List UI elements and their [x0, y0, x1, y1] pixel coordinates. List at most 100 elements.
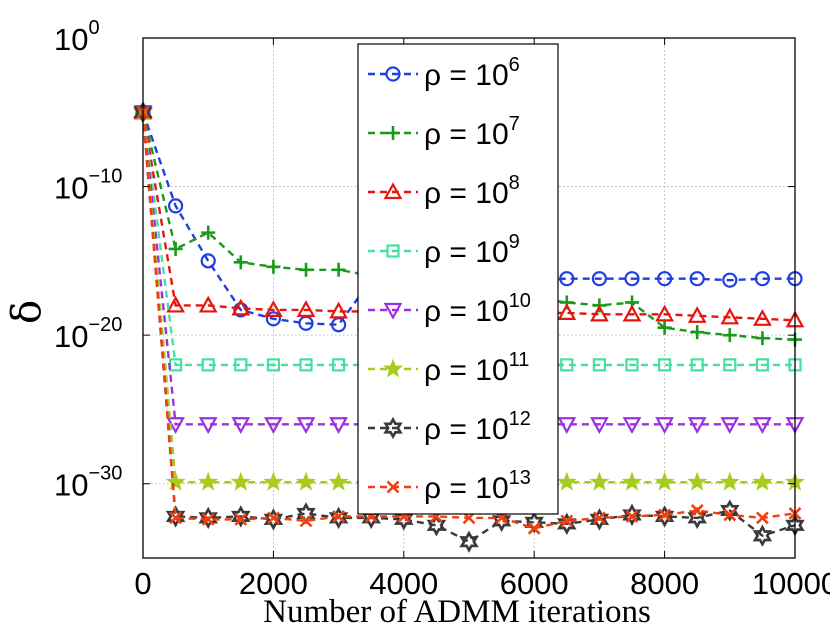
data-point [654, 505, 675, 528]
data-point [656, 271, 673, 287]
data-point [690, 358, 704, 372]
data-point [560, 514, 574, 528]
data-point [231, 417, 251, 435]
data-point [657, 358, 672, 372]
legend-marker [383, 302, 403, 320]
data-point [719, 471, 740, 491]
data-point [296, 417, 316, 435]
legend-label: ρ = 1013 [424, 467, 531, 505]
data-point [266, 511, 280, 525]
legend-marker [383, 358, 403, 378]
data-point [296, 471, 316, 491]
data-point [556, 471, 577, 491]
y-tick-label: 10−30 [54, 463, 122, 503]
data-point [755, 511, 769, 525]
series-line [141, 112, 796, 341]
data-point [234, 358, 248, 372]
data-point [657, 320, 672, 335]
data-point [165, 471, 186, 491]
data-point [690, 504, 704, 517]
series-line [141, 112, 795, 426]
legend-marker [385, 66, 401, 82]
data-point [332, 509, 346, 523]
data-point [557, 417, 577, 435]
data-point [329, 417, 348, 435]
legend-label: ρ = 1011 [424, 349, 529, 387]
x-tick-label: 4000 [369, 566, 438, 601]
legend-label: ρ = 109 [424, 231, 520, 269]
data-point [755, 358, 770, 372]
data-point [722, 328, 737, 343]
legend: ρ = 106 ρ = 107 ρ = 108 ρ = 109 ρ = 1010 ρ = … [357, 43, 559, 515]
data-point [625, 509, 639, 523]
data-point [331, 262, 346, 277]
data-point [723, 508, 737, 522]
legend-entry: ρ = 109 [368, 231, 520, 269]
data-point [622, 417, 642, 435]
data-point [299, 262, 313, 277]
data-point [720, 417, 740, 435]
data-point [622, 304, 642, 322]
data-point [166, 417, 185, 435]
data-point [559, 271, 575, 287]
data-point [200, 253, 216, 269]
legend-marker [386, 244, 400, 258]
data-point [201, 358, 215, 372]
data-point [720, 499, 740, 522]
data-point [622, 471, 642, 491]
data-point [658, 508, 672, 522]
data-point [332, 358, 346, 372]
data-point [329, 301, 348, 319]
data-point [560, 358, 574, 372]
data-point [328, 506, 349, 530]
legend-marker [386, 480, 400, 494]
data-point [263, 471, 284, 491]
data-point [328, 471, 349, 491]
data-point [168, 198, 184, 214]
series-line [141, 112, 796, 544]
legend-entry: ρ = 1010 [368, 290, 531, 328]
y-axis-label: δ [4, 300, 50, 324]
y-tick-label: 100 [54, 17, 100, 57]
data-point [426, 514, 447, 537]
data-point [622, 503, 642, 527]
data-point [296, 300, 316, 317]
data-point [655, 417, 674, 435]
data-point [754, 271, 771, 287]
data-point [231, 298, 251, 316]
data-point [689, 271, 705, 287]
data-point [722, 272, 738, 288]
data-point [266, 358, 280, 372]
data-point [459, 530, 479, 553]
data-point [590, 417, 609, 435]
data-point [753, 309, 772, 326]
data-point [655, 304, 674, 322]
data-point [752, 471, 773, 491]
data-point [592, 358, 607, 372]
data-point [233, 255, 248, 270]
data-point [394, 508, 414, 531]
data-point [299, 514, 313, 528]
data-point [755, 331, 770, 346]
data-point [299, 358, 313, 372]
x-tick-labels: 0 2000 4000 6000 8000 10000 [134, 566, 830, 601]
data-point [690, 325, 705, 340]
x-tick-label: 6000 [500, 566, 569, 601]
x-axis-label: Number of ADMM iterations [263, 594, 651, 630]
x-tick-label: 8000 [630, 566, 699, 601]
x-tick-label: 2000 [239, 566, 308, 601]
data-point [654, 471, 675, 491]
x-tick-label: 10000 [752, 566, 830, 601]
data-point [687, 471, 708, 491]
y-tick-labels: 100 10−10 10−20 10−30 [54, 17, 122, 503]
legend-entry: ρ = 1011 [368, 349, 529, 387]
data-point [527, 521, 541, 535]
series-line [141, 112, 795, 367]
data-point [165, 505, 186, 528]
data-point [687, 417, 707, 435]
x-tick-label: 0 [134, 566, 151, 601]
legend-label: ρ = 106 [424, 54, 520, 92]
data-point [169, 511, 183, 525]
data-point [234, 512, 248, 526]
